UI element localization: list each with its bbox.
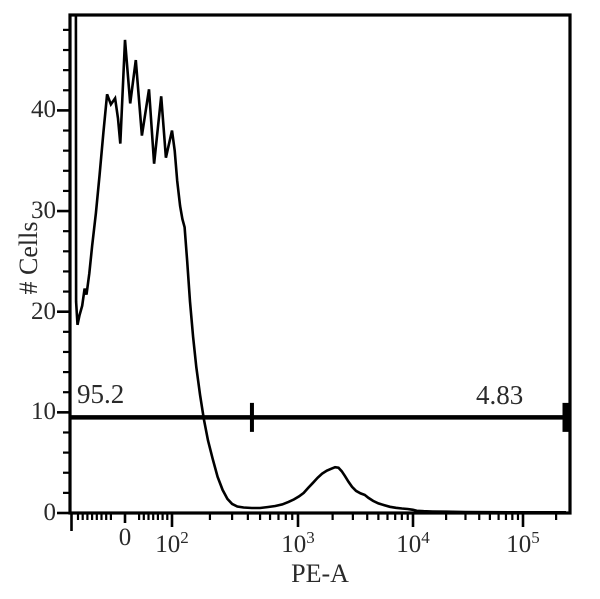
y-axis-ticks	[57, 28, 70, 515]
x-tick-label: 104	[396, 528, 430, 558]
histogram-curve	[74, 15, 566, 514]
plot-frame	[68, 13, 572, 515]
y-tick-label: 0	[43, 499, 57, 526]
x-axis-ticks	[70, 513, 558, 531]
y-tick-label: 10	[31, 398, 56, 426]
gate-right-percentage: 4.83	[476, 380, 524, 410]
y-tick-label: 20	[31, 297, 56, 325]
gate-left-percentage: 95.2	[77, 379, 125, 409]
y-tick-label: 40	[31, 96, 56, 124]
x-tick-label: 102	[155, 528, 189, 558]
x-tick-label: 103	[281, 528, 315, 558]
x-tick-label: 0	[118, 524, 132, 551]
x-axis-title: PE-A	[291, 559, 349, 588]
interval-gate	[71, 402, 570, 432]
y-tick-label: 30	[31, 197, 56, 225]
x-tick-label: 105	[506, 528, 540, 558]
